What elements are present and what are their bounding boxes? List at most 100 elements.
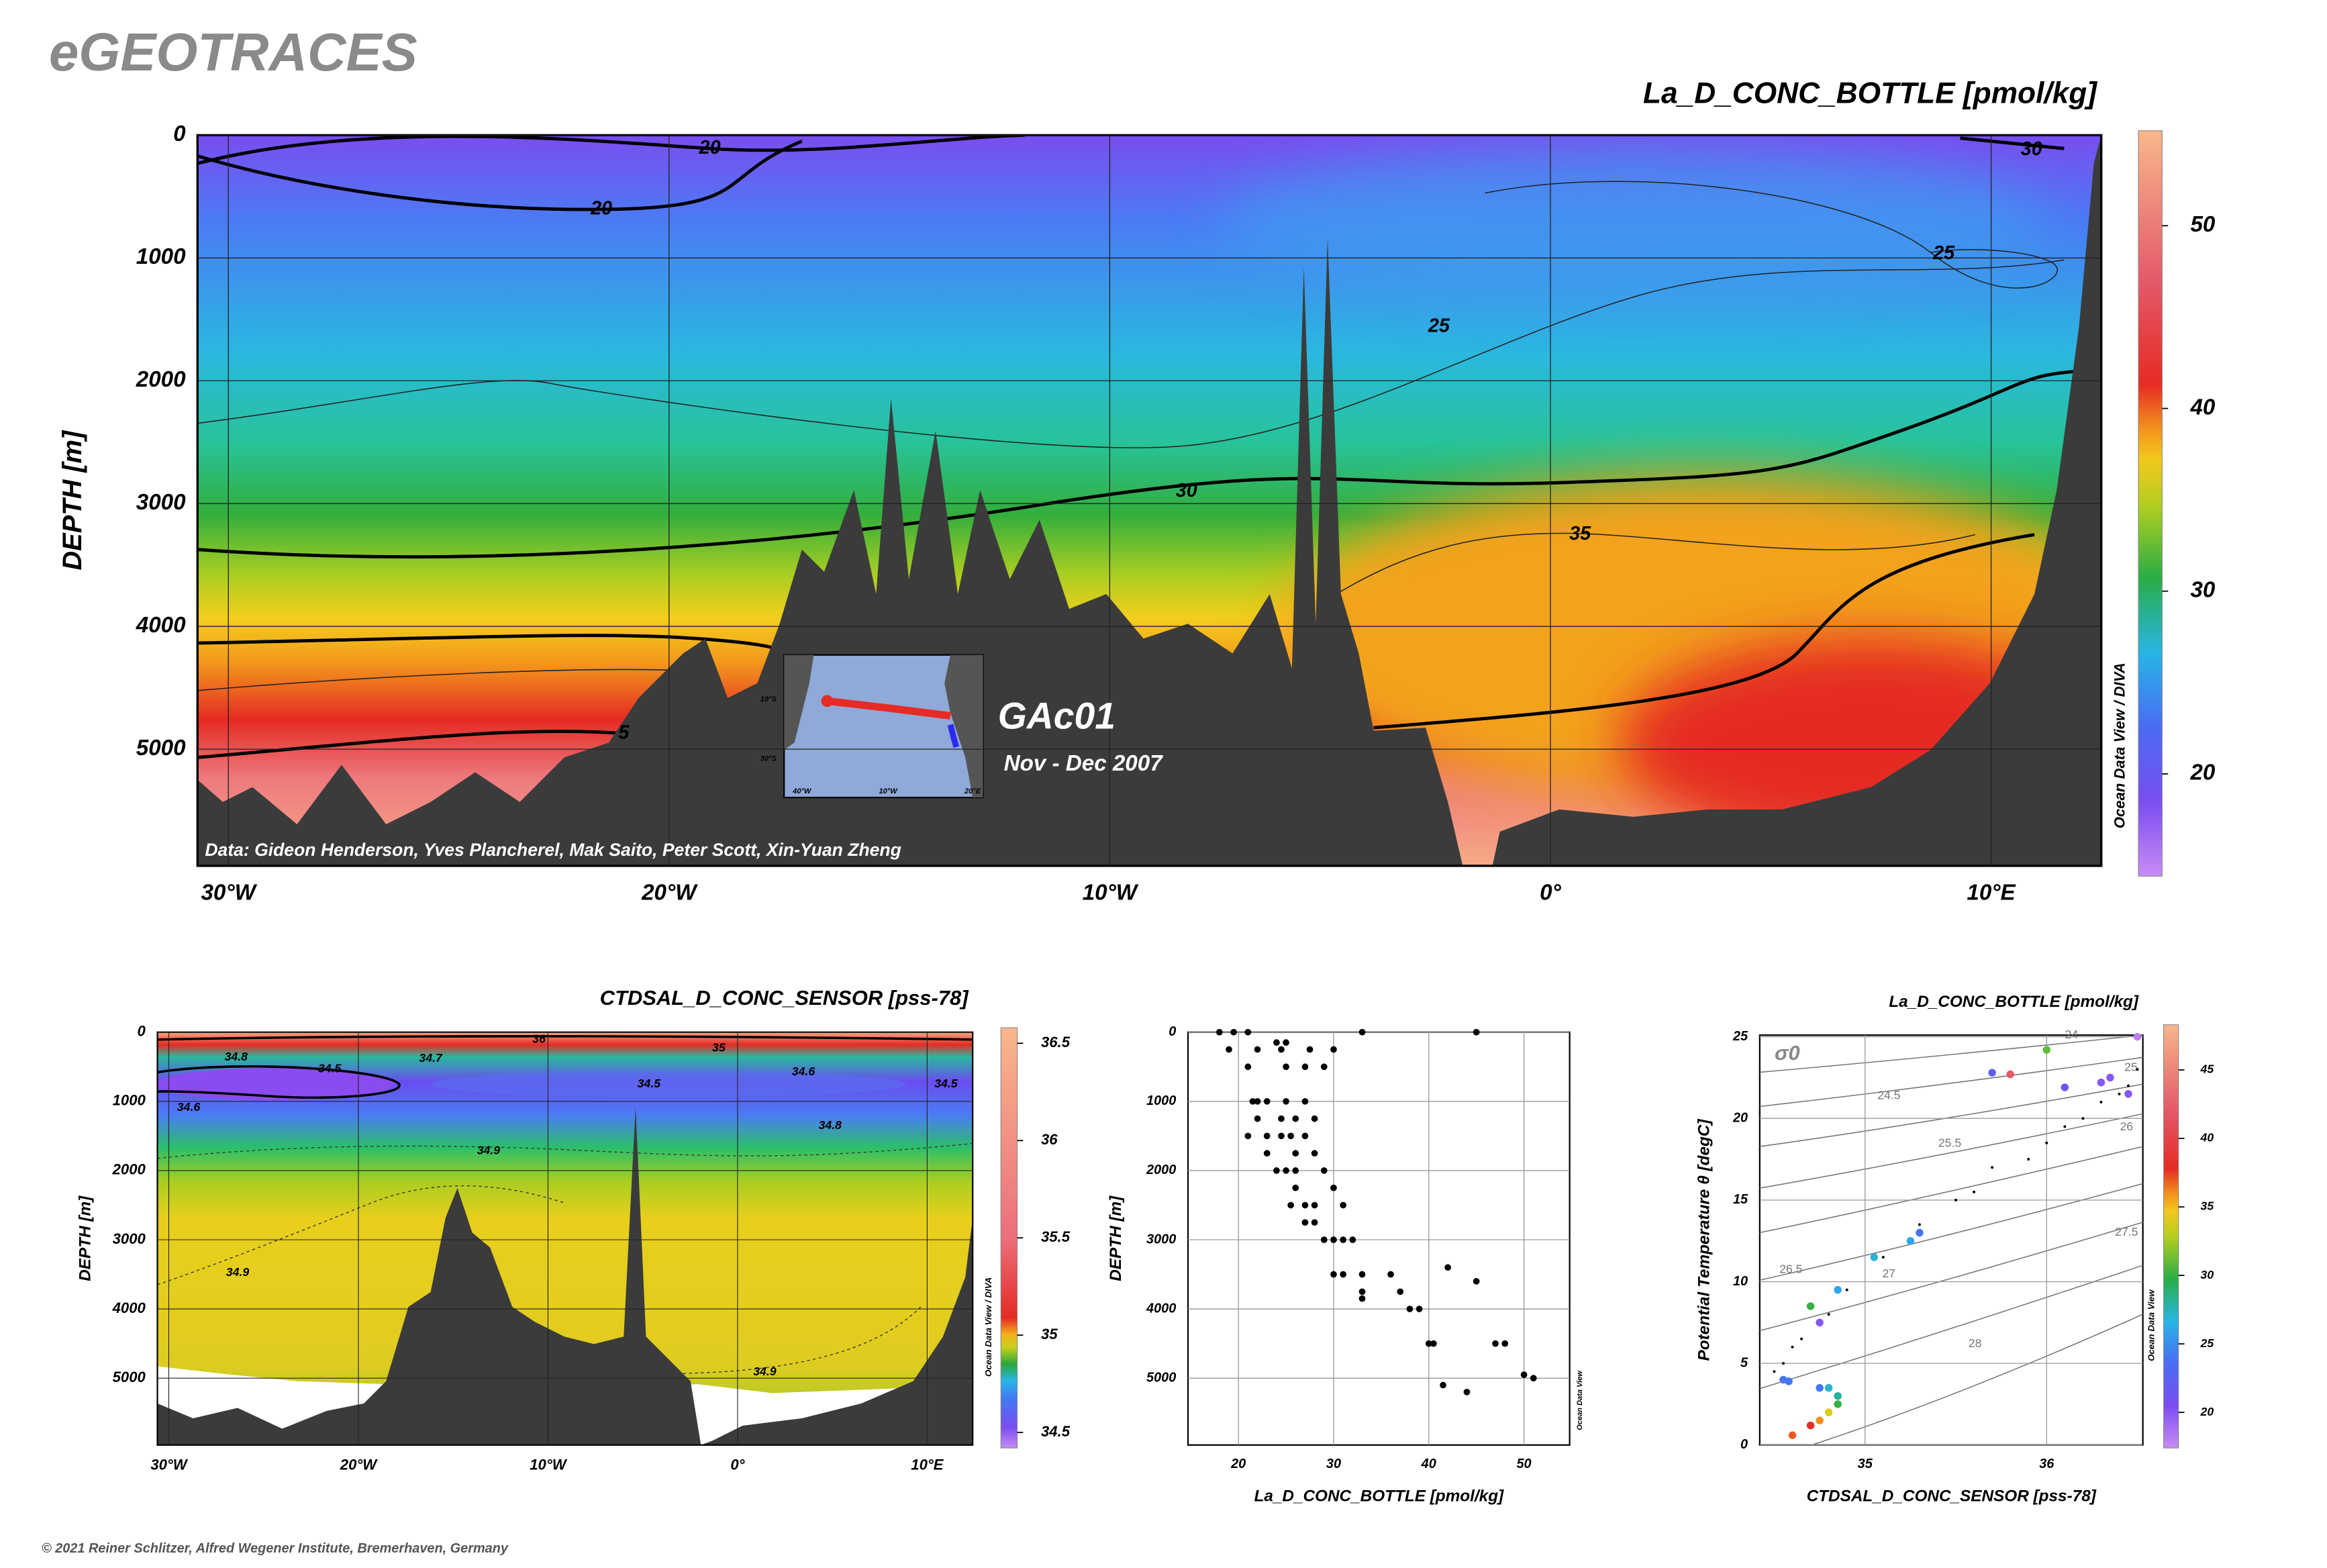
- point: [1800, 1337, 1803, 1340]
- point: [1216, 1028, 1223, 1036]
- cruise-name: GAc01: [998, 695, 1116, 736]
- point: [1292, 1115, 1299, 1122]
- colorbar-tick-label: 30: [2190, 577, 2215, 602]
- y-tick-label: 2000: [1146, 1163, 1176, 1177]
- app-title: eGEOTRACES: [49, 22, 417, 82]
- point: [1230, 1028, 1237, 1036]
- point: [1834, 1285, 1842, 1294]
- point: [1782, 1362, 1785, 1365]
- frame: [1759, 1034, 2144, 1446]
- point: [1283, 1063, 1289, 1071]
- y-tick-label: 2000: [136, 367, 186, 392]
- point: [1349, 1236, 1356, 1243]
- watermark: Ocean Data View: [1576, 1370, 1584, 1430]
- x-tick-label: 0°: [730, 1457, 744, 1473]
- x-tick-label: 50: [1516, 1457, 1531, 1471]
- point: [1916, 1228, 1924, 1237]
- point: [1387, 1271, 1394, 1278]
- frame: [1187, 1031, 1571, 1446]
- point: [1918, 1223, 1921, 1226]
- point: [1292, 1167, 1299, 1174]
- point: [1954, 1198, 1957, 1202]
- inset-label: 20°E: [964, 787, 981, 795]
- point: [1306, 1046, 1314, 1053]
- y-tick-label: 10: [1733, 1274, 1748, 1289]
- x-tick-label: 0°: [1540, 881, 1561, 905]
- point: [1254, 1115, 1261, 1122]
- point: [2045, 1141, 2048, 1144]
- point: [1273, 1039, 1280, 1046]
- colorbar: [2163, 1024, 2179, 1449]
- point: [1273, 1167, 1280, 1174]
- contour-label: 20: [699, 137, 721, 158]
- point: [1501, 1340, 1509, 1347]
- contour-label: 34.5: [934, 1077, 958, 1090]
- point: [1330, 1046, 1337, 1053]
- contour-label: 25: [1932, 242, 1955, 264]
- x-tick-label: 30°W: [201, 881, 257, 905]
- point: [1416, 1306, 1423, 1312]
- point: [1406, 1306, 1414, 1312]
- contour-label: 34.9: [753, 1365, 777, 1378]
- point: [1806, 1302, 1815, 1310]
- point: [1827, 1313, 1830, 1316]
- colorbar-tick-label: 35.5: [1041, 1228, 1071, 1245]
- y-tick-label: 5000: [1146, 1370, 1176, 1385]
- point: [1492, 1340, 1499, 1347]
- point: [1301, 1097, 1309, 1105]
- inset-map: [783, 654, 984, 799]
- colorbar-tick-label: 36: [1041, 1131, 1058, 1148]
- contour-label: 30: [1176, 480, 1197, 501]
- point: [2061, 1083, 2069, 1091]
- contour-label: 25: [1428, 315, 1450, 336]
- point: [1278, 1132, 1285, 1140]
- x-tick-label: 10°W: [530, 1457, 567, 1473]
- isopycnal-label: 24.5: [1877, 1089, 1901, 1102]
- colorbar-tick-label: 25: [2199, 1336, 2214, 1350]
- point: [1988, 1069, 1996, 1077]
- point: [1816, 1318, 1824, 1327]
- colorbar-label: Ocean Data View: [2146, 1289, 2156, 1361]
- point: [1824, 1383, 1833, 1392]
- point: [1834, 1400, 1842, 1408]
- x-tick-label: 40: [1421, 1457, 1436, 1471]
- point: [1444, 1264, 1451, 1271]
- colorbar-label: Ocean Data View / DIVA: [983, 1277, 993, 1377]
- point: [1791, 1345, 1794, 1349]
- point: [1320, 1236, 1328, 1243]
- y-tick-label: 3000: [1146, 1232, 1176, 1246]
- x-tick-label: 20°W: [641, 881, 698, 905]
- point: [1973, 1190, 1976, 1193]
- contour-label: 34.7: [419, 1051, 443, 1065]
- y-tick-label: 25: [1732, 1029, 1748, 1044]
- point: [1320, 1167, 1328, 1174]
- point: [1816, 1383, 1824, 1392]
- point: [2081, 1117, 2085, 1120]
- point: [1358, 1028, 1366, 1036]
- point: [2099, 1100, 2103, 1104]
- contour-label: 36: [532, 1032, 546, 1045]
- point: [1287, 1132, 1295, 1140]
- point: [1330, 1236, 1337, 1243]
- point: [1773, 1370, 1776, 1373]
- x-tick-label: 20: [1230, 1457, 1246, 1471]
- point: [1806, 1421, 1815, 1430]
- point: [1320, 1063, 1328, 1071]
- point: [1292, 1150, 1299, 1157]
- y-axis-label: Potential Temperature θ [degC]: [1695, 1119, 1713, 1361]
- point: [1834, 1392, 1842, 1400]
- point: [1301, 1202, 1309, 1209]
- y-tick-label: 5000: [113, 1369, 146, 1385]
- x-tick-label: 10°E: [911, 1457, 944, 1473]
- point: [1430, 1340, 1437, 1347]
- inset-label: 40°W: [792, 787, 812, 795]
- point: [1340, 1202, 1347, 1209]
- y-tick-label: 3000: [136, 490, 186, 515]
- y-axis-label: DEPTH [m]: [77, 1195, 95, 1281]
- point: [1881, 1256, 1885, 1259]
- contour-label: 34.8: [225, 1050, 248, 1063]
- point: [1906, 1236, 1915, 1245]
- point: [1824, 1408, 1833, 1416]
- contour-label: 34.8: [819, 1118, 842, 1132]
- contour-label: 5: [618, 722, 630, 744]
